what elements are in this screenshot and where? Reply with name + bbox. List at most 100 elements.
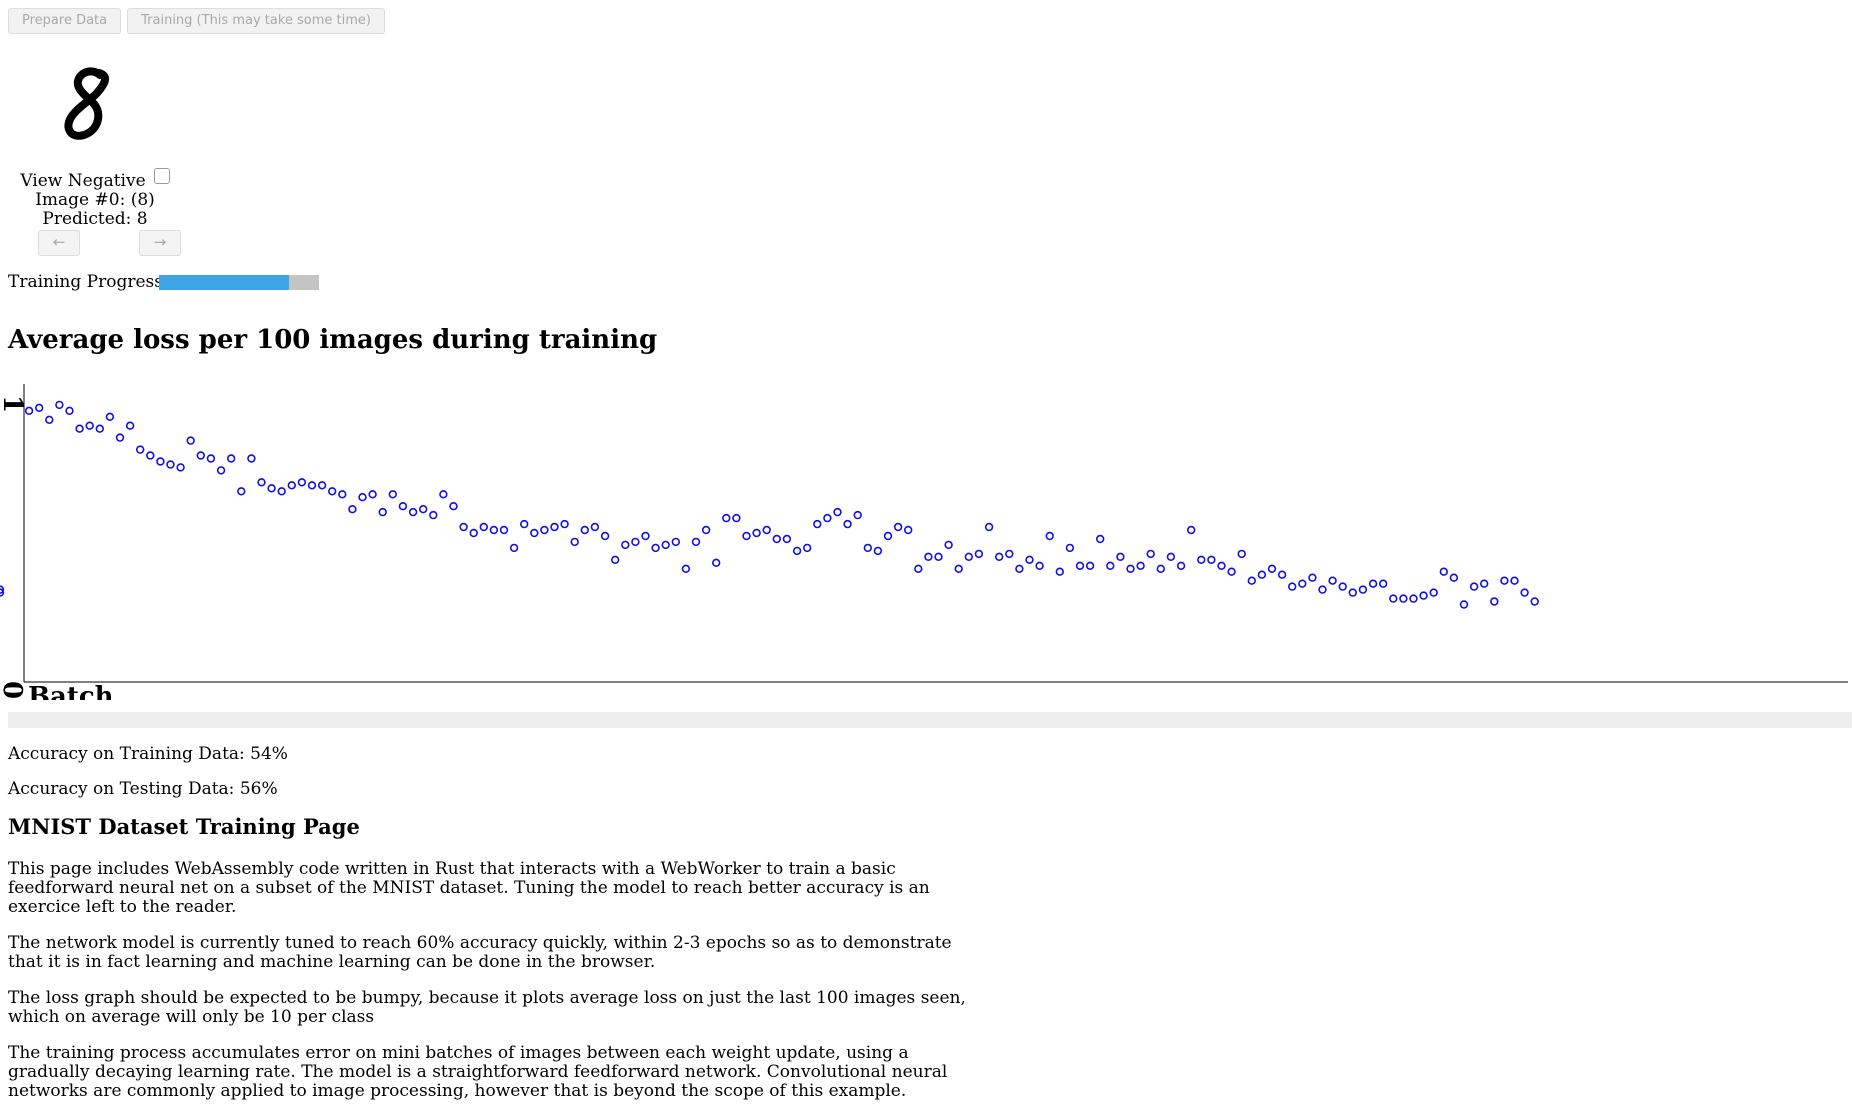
data-point <box>570 537 579 547</box>
training-accuracy: Accuracy on Training Data: 54% <box>8 744 288 764</box>
data-point <box>1085 561 1095 571</box>
divider-bar <box>8 712 1852 728</box>
data-point <box>1025 555 1034 565</box>
data-point <box>1237 549 1246 559</box>
training-progress-fill <box>159 275 289 290</box>
data-point <box>651 543 660 553</box>
data-point <box>146 451 155 460</box>
data-point <box>317 481 327 490</box>
data-point <box>610 555 620 565</box>
data-point <box>944 540 953 550</box>
data-point <box>1520 588 1529 597</box>
y-tick-min: 0 <box>0 681 27 699</box>
loss-chart: 1 0 Batch <box>0 384 1848 700</box>
data-point <box>853 510 862 520</box>
toolbar: Prepare Data Training (This may take som… <box>8 8 385 34</box>
training-button[interactable]: Training (This may take some time) <box>127 8 385 34</box>
data-point <box>661 540 670 550</box>
data-point <box>1156 564 1166 574</box>
data-point <box>398 502 408 511</box>
data-point <box>934 552 943 562</box>
image-index-label: Image #0: (8) <box>35 190 155 210</box>
data-point <box>489 525 499 535</box>
data-point <box>833 507 842 517</box>
data-point <box>0 588 5 597</box>
data-point <box>34 403 44 412</box>
data-point <box>1065 543 1075 553</box>
view-negative-checkbox[interactable] <box>153 168 170 184</box>
data-point <box>631 537 640 547</box>
data-point <box>1479 579 1489 588</box>
data-point <box>1055 567 1065 576</box>
view-negative-label: View Negative <box>20 171 146 191</box>
data-point <box>560 519 569 529</box>
data-point <box>823 513 832 523</box>
data-point <box>802 543 812 553</box>
data-point <box>722 513 731 523</box>
data-point <box>1338 582 1347 591</box>
data-point <box>883 531 893 541</box>
predicted-label: Predicted: 8 <box>42 209 148 229</box>
data-point <box>499 525 509 535</box>
data-point <box>469 528 478 538</box>
data-point <box>1015 564 1024 574</box>
data-point <box>994 552 1004 562</box>
data-point <box>1287 582 1297 591</box>
prepare-data-button[interactable]: Prepare Data <box>8 8 122 34</box>
data-point <box>125 421 135 430</box>
data-point <box>1247 576 1257 585</box>
data-point <box>196 451 206 460</box>
data-point <box>752 528 761 538</box>
data-point <box>1106 561 1115 571</box>
data-point <box>95 424 105 433</box>
data-point <box>449 502 458 511</box>
data-point <box>964 552 973 562</box>
data-point <box>1217 561 1226 571</box>
data-point <box>75 424 84 433</box>
data-point <box>590 522 600 532</box>
data-point <box>297 478 307 487</box>
data-point <box>732 513 741 523</box>
data-point <box>156 457 165 466</box>
next-image-button[interactable]: → <box>139 230 181 256</box>
data-point <box>1439 567 1449 576</box>
data-point <box>984 522 994 532</box>
image-viewer: View Negative Image #0: (8) Predicted: 8 <box>0 168 190 229</box>
data-point <box>24 406 34 415</box>
data-point <box>257 478 266 487</box>
data-point <box>1399 594 1408 603</box>
data-point <box>1378 579 1388 588</box>
data-point <box>1500 576 1509 585</box>
data-point <box>1136 561 1145 571</box>
data-point <box>530 528 539 538</box>
data-point <box>85 421 94 430</box>
chart-title: Average loss per 100 images during train… <box>8 325 658 355</box>
data-point <box>419 505 428 514</box>
data-point <box>1429 588 1438 597</box>
data-point <box>0 585 5 594</box>
data-point <box>388 490 397 499</box>
data-point <box>1308 573 1317 582</box>
data-point <box>1116 552 1125 562</box>
data-point <box>237 487 246 496</box>
data-point <box>519 519 529 529</box>
data-point <box>45 415 54 424</box>
data-point <box>378 507 387 517</box>
data-point <box>863 543 872 553</box>
data-point <box>1490 597 1499 606</box>
data-point <box>1469 582 1479 591</box>
data-point <box>368 490 377 499</box>
data-point <box>1277 570 1287 579</box>
data-points <box>0 400 1539 609</box>
data-point <box>227 454 236 463</box>
data-point <box>792 546 802 556</box>
data-point <box>479 522 488 532</box>
data-point <box>277 487 286 496</box>
description: MNIST Dataset Training Page This page in… <box>8 815 978 1118</box>
data-point <box>924 552 933 562</box>
prev-image-button[interactable]: ← <box>38 230 80 256</box>
data-point <box>1389 594 1398 603</box>
data-point <box>186 436 195 445</box>
data-point <box>1459 600 1469 609</box>
training-progress-bar <box>159 275 319 290</box>
